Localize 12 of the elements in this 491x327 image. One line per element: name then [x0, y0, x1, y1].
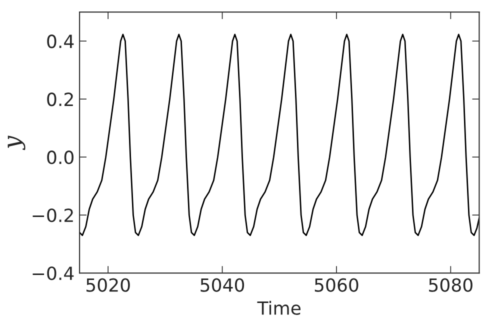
line-series — [80, 34, 480, 236]
y-tick-label: 0.0 — [47, 150, 74, 164]
y-axis-title: y — [8, 136, 26, 150]
x-tick-label: 5060 — [314, 278, 358, 292]
y-tick-label: 0.4 — [47, 34, 74, 48]
x-tick-label: 5080 — [429, 278, 472, 292]
x-tick-label: 5020 — [86, 278, 130, 292]
x-tick-label: 5040 — [200, 278, 244, 292]
y-tick-label: 0.2 — [47, 92, 73, 106]
y-tick-label: −0.4 — [32, 266, 74, 280]
x-axis-title: Time — [257, 300, 301, 315]
y-tick-label: −0.2 — [32, 208, 73, 222]
